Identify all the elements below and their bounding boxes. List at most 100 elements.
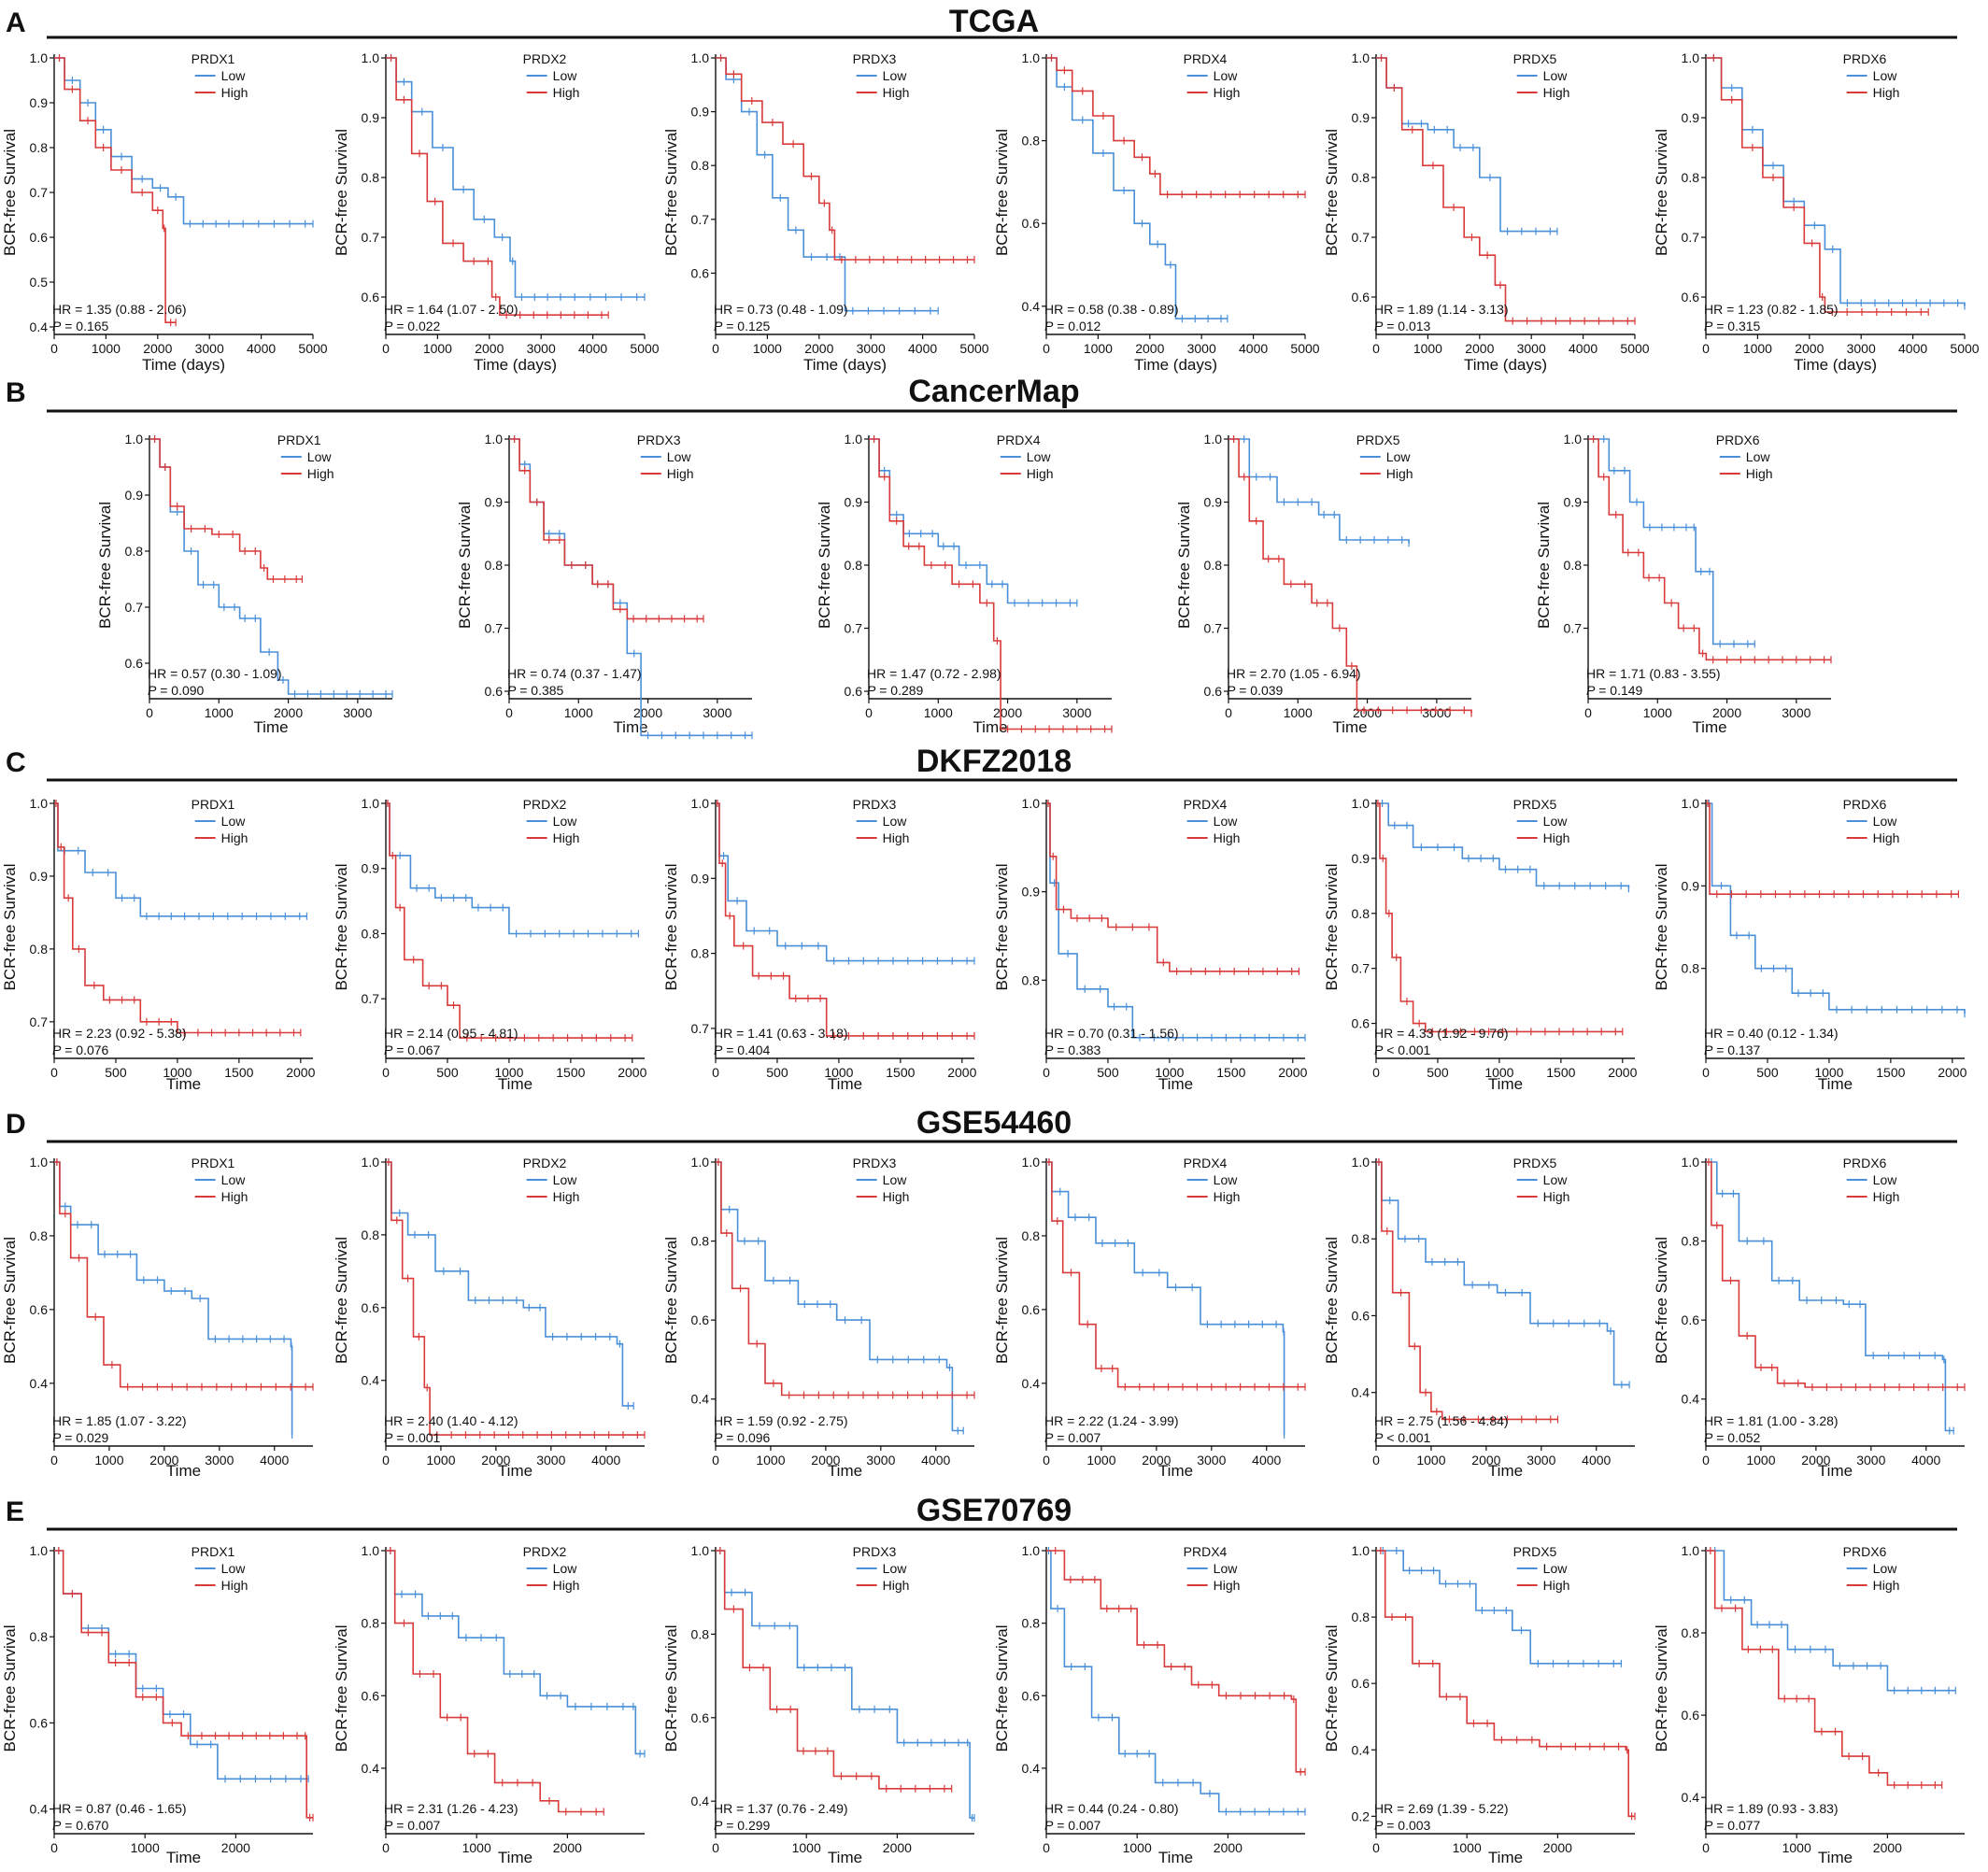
km-chart-prdx3: 0.60.70.80.91.00 1000 2000 3000TimeBCR-free… <box>456 432 753 740</box>
km-curve-low <box>1376 802 1630 889</box>
km-curve-high <box>1376 1550 1635 1818</box>
y-axis-label: BCR-free Survival <box>1653 1237 1670 1364</box>
x-tick-label: 1500 <box>1876 1065 1905 1080</box>
y-tick-label: 0.9 <box>845 495 863 510</box>
y-tick-label: 0.8 <box>691 946 710 961</box>
x-tick-label: 1500 <box>556 1065 585 1080</box>
panel-b: B CancerMap 0.6 0.7 0.8 0.9 1.0 0 1000 2000 3000 Ti… <box>6 374 1957 740</box>
legend-label-high: High <box>553 85 580 100</box>
x-tick-label: 1000 <box>205 705 234 720</box>
hazard-ratio-text: HR = 0.57 (0.30 - 1.09) <box>148 666 282 681</box>
km-curve-low <box>1046 1550 1305 1813</box>
km-curve-high <box>1046 57 1305 195</box>
legend-label-low: Low <box>553 1561 578 1576</box>
legend-label-low: Low <box>221 814 247 829</box>
y-tick-label: 0.8 <box>1682 1625 1700 1640</box>
x-tick-label: 2000 <box>883 1840 912 1855</box>
p-symbol: P <box>1704 1818 1713 1833</box>
x-axis-label: Time <box>1692 718 1726 736</box>
x-tick-label: 2000 <box>1135 341 1164 356</box>
km-chart-prdx6: 0.8 0.9 1.0 0 500 1000 1500 2000 Time BCR-free Su… <box>1653 796 1967 1093</box>
y-tick-label: 0.2 <box>1352 1808 1370 1823</box>
p-symbol: P <box>1374 1042 1384 1057</box>
legend-title: PRDX5 <box>1513 1544 1557 1559</box>
x-tick-label: 0 <box>50 1065 58 1080</box>
y-tick-label: 0.4 <box>1022 1376 1041 1391</box>
legend-label-low: Low <box>883 1172 908 1187</box>
p-value-text: P < 0.001 <box>1374 1430 1431 1445</box>
x-tick-label: 1000 <box>753 341 782 356</box>
censor-marks-low <box>1592 435 1755 648</box>
legend-label-high: High <box>1746 466 1773 481</box>
km-curve-high <box>1046 1161 1305 1388</box>
y-tick-label: 0.6 <box>845 684 863 699</box>
km-chart-prdx2: 0.6 0.7 0.8 0.9 1.0 0 1000 2000 3000 4000 5000 Time… <box>333 50 660 374</box>
km-curve-low <box>1046 802 1305 1039</box>
y-tick-label: 0.7 <box>1204 621 1223 636</box>
km-curve-high <box>869 438 1112 730</box>
hazard-ratio-text: HR = 2.69 (1.39 - 5.22) <box>1374 1801 1509 1816</box>
x-tick-label: 1000 <box>1084 341 1113 356</box>
legend-title: PRDX2 <box>523 51 567 66</box>
y-tick-label: 1.0 <box>362 1155 380 1170</box>
km-curve-low <box>1706 57 1966 306</box>
legend-title: PRDX4 <box>997 433 1041 447</box>
legend-label-low: Low <box>1543 814 1569 829</box>
x-tick-label: 0 <box>712 1065 719 1080</box>
censor-marks-low <box>1047 800 1306 1042</box>
legend-title: PRDX4 <box>1184 1544 1228 1559</box>
km-curve-high <box>1376 1161 1558 1421</box>
x-axis-label: Time <box>973 718 1007 736</box>
p-value-text: P = 0.670 <box>52 1818 109 1833</box>
y-axis-label: BCR-free Survival <box>1653 863 1670 990</box>
x-tick-label: 0 <box>1225 705 1232 720</box>
censor-marks-high <box>1050 54 1306 199</box>
x-axis-label: Time <box>498 1462 532 1480</box>
hazard-ratio-text: HR = 4.33 (1.92 - 9.76) <box>1374 1026 1509 1041</box>
y-tick-label: 0.8 <box>1022 1228 1041 1243</box>
km-curve-low <box>1588 438 1755 645</box>
censor-marks-high <box>58 54 177 327</box>
legend-label-high: High <box>883 1578 910 1593</box>
x-tick-label: 0 <box>1372 341 1380 356</box>
y-tick-label: 1.0 <box>30 796 49 811</box>
y-axis-label: BCR-free Survival <box>1535 502 1553 629</box>
km-curve-low <box>386 1161 634 1407</box>
x-tick-label: 2000 <box>947 1065 976 1080</box>
x-tick-label: 4000 <box>1582 1453 1611 1468</box>
y-axis-label: BCR-free Survival <box>333 1237 350 1364</box>
y-tick-label: 0.8 <box>485 558 504 573</box>
y-tick-label: 0.6 <box>1352 290 1370 305</box>
x-axis-label: Time (days) <box>1134 356 1217 374</box>
p-value-text: P = 0.076 <box>52 1042 109 1057</box>
censor-marks-low <box>873 435 1078 607</box>
y-tick-label: 0.9 <box>362 110 380 125</box>
x-tick-label: 3000 <box>1062 705 1091 720</box>
km-curve-high <box>1706 1550 1942 1786</box>
x-tick-label: 1000 <box>1743 341 1772 356</box>
p-value: = 0.404 <box>722 1042 770 1057</box>
y-tick-label: 0.7 <box>30 185 49 200</box>
legend-title: PRDX1 <box>192 1156 235 1170</box>
x-tick-label: 1000 <box>564 705 593 720</box>
km-curve-high <box>1376 57 1635 322</box>
hazard-ratio-text: HR = 1.71 (0.83 - 3.55) <box>1586 666 1721 681</box>
y-tick-label: 0.7 <box>845 621 863 636</box>
p-value: = 0.299 <box>722 1818 770 1833</box>
km-curve-high <box>54 1161 313 1388</box>
legend-label-high: High <box>1027 466 1054 481</box>
x-tick-label: 2000 <box>553 1840 582 1855</box>
x-tick-label: 0 <box>1043 1065 1050 1080</box>
y-tick-label: 0.4 <box>30 1802 49 1817</box>
censor-marks-high <box>56 1158 314 1391</box>
y-tick-label: 0.6 <box>1204 684 1223 699</box>
x-tick-label: 1000 <box>1782 1840 1811 1855</box>
p-symbol: P <box>52 1430 62 1445</box>
y-tick-label: 0.8 <box>30 140 49 155</box>
p-value: = 0.039 <box>1235 683 1283 698</box>
y-tick-label: 0.4 <box>362 1761 380 1776</box>
km-chart-prdx2: 0.4 0.6 0.8 1.0 0 1000 2000 3000 4000 Time BCR-fre… <box>333 1155 646 1480</box>
x-tick-label: 0 <box>146 705 153 720</box>
p-value: = 0.067 <box>392 1042 440 1057</box>
x-axis-label: Time <box>166 1849 201 1866</box>
